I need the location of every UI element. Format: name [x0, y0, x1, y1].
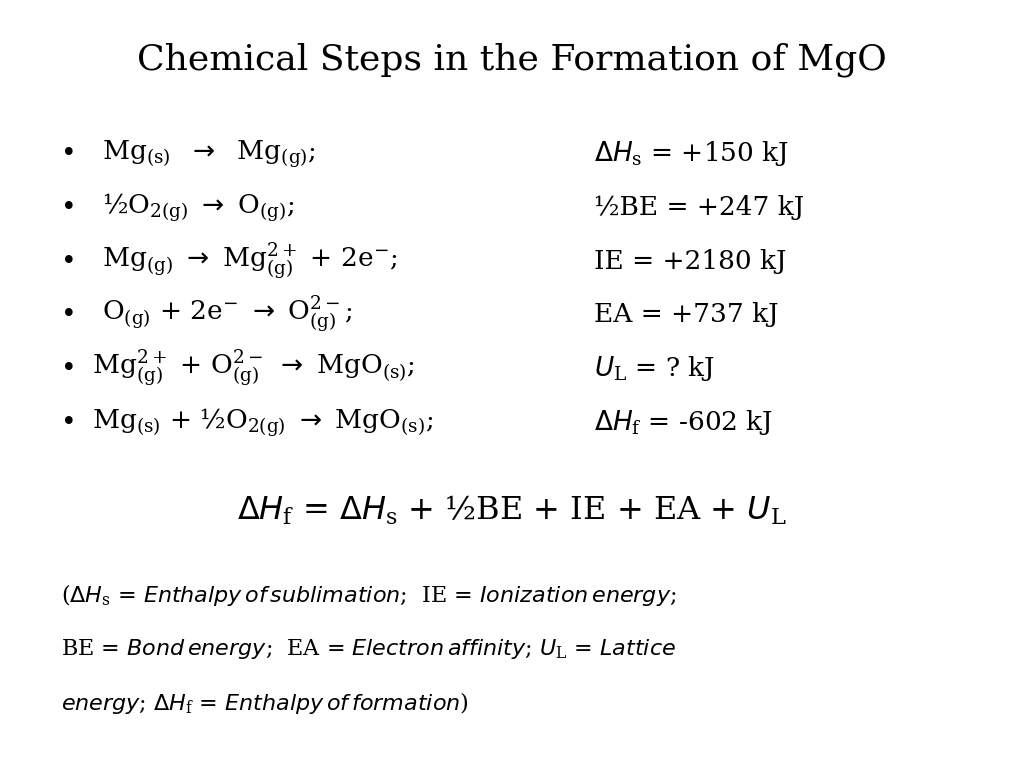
Text: •: •: [61, 410, 77, 435]
Text: $\Delta\mathit{H}_{\mathregular{f}}$ = $\Delta\mathit{H}_{\mathregular{s}}$ + ½B: $\Delta\mathit{H}_{\mathregular{f}}$ = $…: [238, 494, 786, 528]
Text: ($\Delta\mathit{H}_{\mathregular{s}}$ = $\mathit{Enthalpy\/of\/sublimation}$;  I: ($\Delta\mathit{H}_{\mathregular{s}}$ = …: [61, 582, 677, 608]
Text: IE = +2180 kJ: IE = +2180 kJ: [594, 249, 786, 273]
Text: $\Delta\mathit{H}_{\mathregular{f}}$ = -602 kJ: $\Delta\mathit{H}_{\mathregular{f}}$ = -…: [594, 408, 773, 437]
Text: Mg$^{\mathregular{2+}}_{\mathregular{(g)}}$ + O$^{\mathregular{2-}}_{\mathregula: Mg$^{\mathregular{2+}}_{\mathregular{(g)…: [92, 348, 415, 389]
Text: EA = +737 kJ: EA = +737 kJ: [594, 303, 778, 327]
Text: Mg$_{\mathregular{(s)}}$  $\rightarrow$  Mg$_{\mathregular{(g)}}$;: Mg$_{\mathregular{(s)}}$ $\rightarrow$ M…: [102, 137, 316, 170]
Text: $\mathit{U}_{\mathregular{L}}$ = ? kJ: $\mathit{U}_{\mathregular{L}}$ = ? kJ: [594, 354, 715, 383]
Text: •: •: [61, 249, 77, 273]
Text: ½O$_{\mathregular{2(g)}}$ $\rightarrow$ O$_{\mathregular{(g)}}$;: ½O$_{\mathregular{2(g)}}$ $\rightarrow$ …: [102, 191, 295, 223]
Text: $\mathit{energy}$; $\Delta\mathit{H}_{\mathregular{f}}$ = $\mathit{Enthalpy\/of\: $\mathit{energy}$; $\Delta\mathit{H}_{\m…: [61, 690, 469, 716]
Text: •: •: [61, 195, 77, 220]
Text: $\Delta\mathit{H}_{\mathregular{s}}$ = +150 kJ: $\Delta\mathit{H}_{\mathregular{s}}$ = +…: [594, 139, 788, 168]
Text: O$_{\mathregular{(g)}}$ + 2e$^{\mathregular{-}}$ $\rightarrow$ O$^{\mathregular{: O$_{\mathregular{(g)}}$ + 2e$^{\mathregu…: [102, 294, 353, 336]
Text: •: •: [61, 141, 77, 166]
Text: ½BE = +247 kJ: ½BE = +247 kJ: [594, 195, 804, 220]
Text: BE = $\mathit{Bond\/energy}$;  EA = $\mathit{Electron\/affinity}$; $\mathit{U}_{: BE = $\mathit{Bond\/energy}$; EA = $\mat…: [61, 637, 677, 661]
Text: Mg$_{\mathregular{(s)}}$ + ½O$_{\mathregular{2(g)}}$ $\rightarrow$ MgO$_{\mathre: Mg$_{\mathregular{(s)}}$ + ½O$_{\mathreg…: [92, 406, 433, 439]
Text: Chemical Steps in the Formation of MgO: Chemical Steps in the Formation of MgO: [137, 42, 887, 77]
Text: •: •: [61, 303, 77, 327]
Text: Mg$_{\mathregular{(g)}}$ $\rightarrow$ Mg$^{\mathregular{2+}}_{\mathregular{(g)}: Mg$_{\mathregular{(g)}}$ $\rightarrow$ M…: [102, 240, 398, 282]
Text: •: •: [61, 356, 77, 381]
